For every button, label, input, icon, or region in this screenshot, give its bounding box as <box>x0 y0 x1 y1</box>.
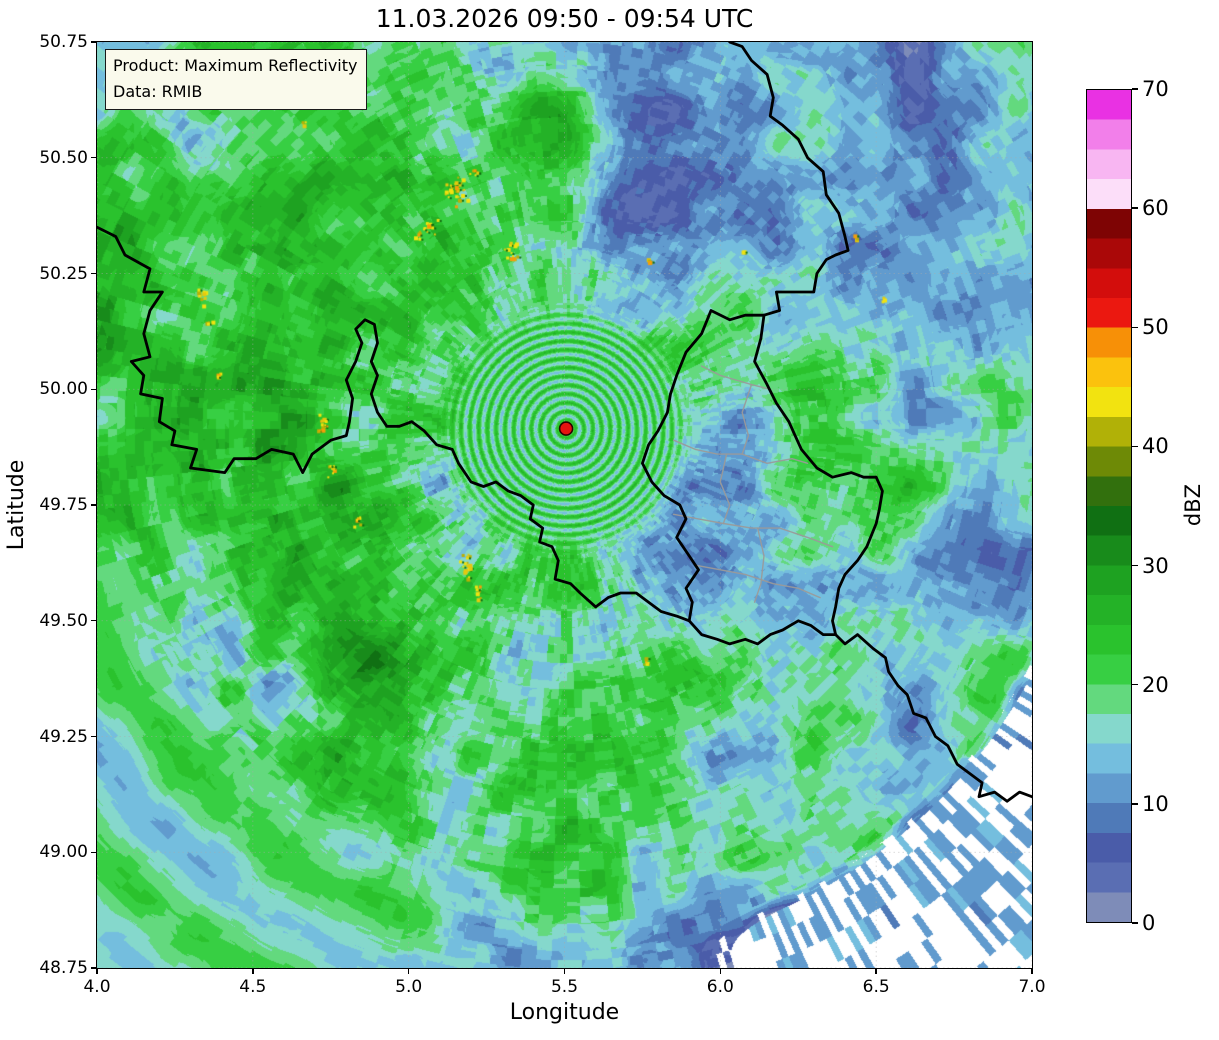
region-border-path-luxembourg-canton <box>719 453 731 525</box>
x-tick-label: 4.5 <box>239 977 267 997</box>
y-tick-mark <box>91 967 97 969</box>
y-tick-label: 50.25 <box>39 263 88 284</box>
y-tick-mark <box>91 388 97 390</box>
x-tick-mark <box>563 968 566 974</box>
y-tick-mark <box>91 851 97 853</box>
y-tick-label: 49.50 <box>39 610 88 631</box>
product-line: Product: Maximum Reflectivity <box>113 56 358 75</box>
region-border-path-luxembourg-canton <box>672 439 809 464</box>
y-tick-label: 49.25 <box>39 726 88 747</box>
x-tick-label: 5.0 <box>395 977 423 997</box>
colorbar-tick-mark <box>1132 803 1138 805</box>
y-tick-mark <box>91 157 97 159</box>
radar-site-marker <box>558 421 574 436</box>
colorbar-tick-label: 60 <box>1142 196 1169 221</box>
country-border-path-luxembourg-germany <box>753 313 884 636</box>
country-border-path-belgium-luxembourg <box>641 309 766 623</box>
colorbar-tick-label: 0 <box>1142 911 1156 935</box>
x-axis-label: Longitude <box>509 1000 620 1025</box>
colorbar-tick-label: 40 <box>1142 434 1169 459</box>
colorbar <box>1086 89 1132 923</box>
product-info-box: Product: Maximum Reflectivity Data: RMIB <box>105 49 368 110</box>
country-border-path-france-belgium <box>97 225 691 623</box>
y-tick-mark <box>91 504 97 506</box>
y-tick-mark <box>91 620 97 622</box>
figure-title: 11.03.2026 09:50 - 09:54 UTC <box>375 4 754 33</box>
region-border-path-luxembourg-canton <box>672 513 834 548</box>
x-tick-mark <box>719 968 722 974</box>
x-tick-mark <box>252 968 254 974</box>
colorbar-tick-label: 20 <box>1142 672 1169 697</box>
y-tick-label: 50.50 <box>39 147 88 168</box>
y-tick-mark <box>91 735 97 738</box>
data-source-line: Data: RMIB <box>113 82 203 101</box>
colorbar-tick-mark <box>1132 445 1138 448</box>
colorbar-tick-label: 10 <box>1142 791 1169 816</box>
x-tick-mark <box>96 968 98 974</box>
map-overlay <box>97 42 1032 968</box>
y-tick-label: 50.75 <box>39 32 88 52</box>
y-tick-label: 49.00 <box>39 842 88 863</box>
region-border-path-luxembourg-canton <box>753 527 765 603</box>
colorbar-tick-mark <box>1132 922 1138 924</box>
y-tick-mark <box>91 272 97 275</box>
colorbar-tick-mark <box>1132 564 1138 567</box>
colorbar-tick-mark <box>1132 684 1138 686</box>
colorbar-tick-mark <box>1132 88 1138 90</box>
colorbar-tick-label: 50 <box>1142 315 1169 340</box>
x-tick-label: 4.0 <box>83 977 111 997</box>
y-tick-mark <box>91 41 97 43</box>
x-tick-label: 6.5 <box>862 977 890 997</box>
colorbar-gradient <box>1087 90 1131 922</box>
region-border-path-luxembourg-canton <box>741 383 753 455</box>
colorbar-tick-mark <box>1132 207 1138 209</box>
x-tick-mark <box>407 968 410 974</box>
y-tick-label: 48.75 <box>39 958 88 978</box>
y-tick-label: 49.75 <box>39 495 88 515</box>
country-border-path-france-luxembourg <box>687 619 837 646</box>
x-tick-label: 5.5 <box>550 977 579 997</box>
x-tick-label: 7.0 <box>1018 977 1046 997</box>
x-tick-mark <box>875 968 877 974</box>
colorbar-tick-label: 30 <box>1142 553 1169 578</box>
region-border-path-luxembourg-canton <box>700 365 771 390</box>
country-border-path-belgium-germany <box>728 42 850 317</box>
country-border-path-france-germany <box>834 633 1032 803</box>
map-plot: Product: Maximum Reflectivity Data: RMIB <box>96 41 1033 969</box>
x-tick-label: 6.0 <box>706 977 734 997</box>
x-tick-mark <box>1031 968 1033 974</box>
region-border-path-luxembourg-canton <box>694 564 821 599</box>
colorbar-tick-mark <box>1132 326 1138 328</box>
colorbar-tick-label: 70 <box>1142 77 1169 101</box>
y-tick-label: 50.00 <box>39 379 88 400</box>
colorbar-label: dBZ <box>1181 483 1205 527</box>
